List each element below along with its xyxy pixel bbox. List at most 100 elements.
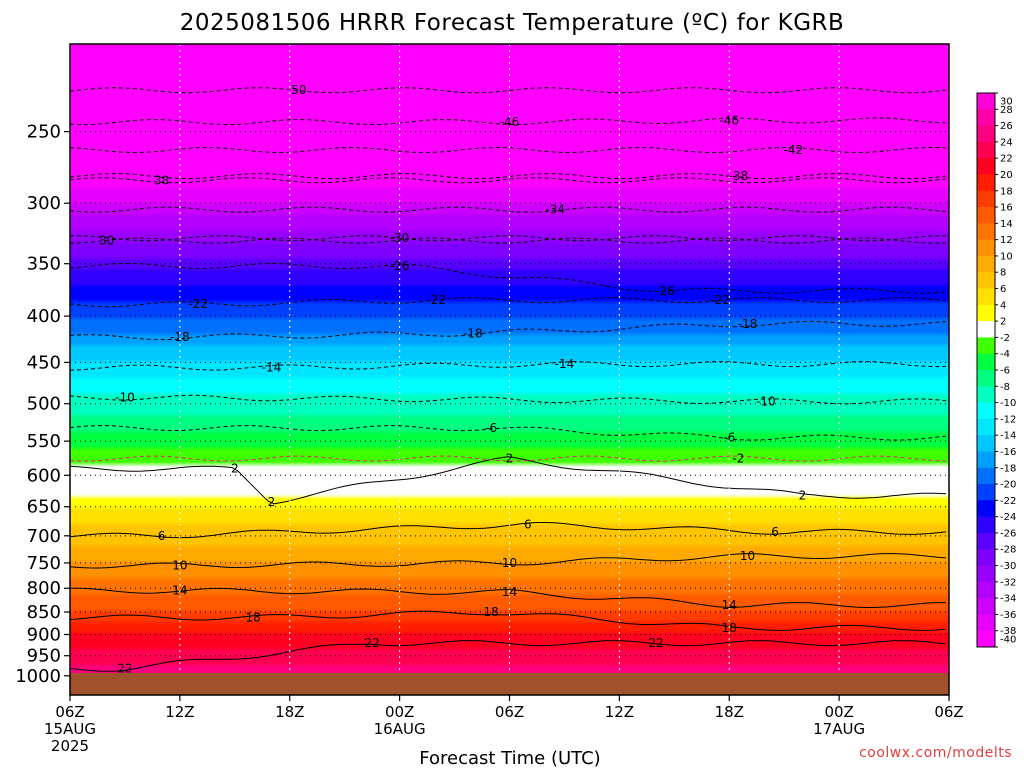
colorbar-swatch	[977, 321, 995, 338]
colorbar-swatch	[977, 158, 995, 175]
contour-line	[70, 587, 946, 609]
contour-label: -34	[545, 203, 565, 217]
contour-label: -46	[500, 115, 520, 129]
contour-label: -22	[426, 293, 446, 307]
colorbar-label: -2	[1000, 333, 1010, 344]
y-tick-label: 950	[27, 646, 61, 667]
colorbar-swatch	[977, 370, 995, 387]
contour-label: -18	[170, 330, 190, 344]
x-tick-date: 15AUG	[44, 720, 96, 738]
colorbar-swatch	[977, 581, 995, 599]
colorbar-label: -16	[1000, 447, 1016, 458]
x-axis-title: Forecast Time (UTC)	[419, 748, 600, 768]
y-tick-label: 1000	[15, 666, 61, 687]
y-tick-label: 600	[27, 465, 61, 486]
contour-label: -26	[655, 284, 675, 298]
colorbar-swatch	[977, 435, 995, 452]
credit-text[interactable]: coolwx.com/modelts	[859, 745, 1012, 761]
colorbar-label: 10	[1000, 251, 1013, 262]
x-tick-label: 18Z	[275, 703, 304, 721]
contour-label: 22	[365, 636, 380, 650]
colorbar-swatch	[977, 223, 995, 240]
colorbar-swatch	[977, 418, 995, 436]
y-tick-label: 900	[27, 624, 61, 645]
colorbar-swatch	[977, 93, 995, 110]
colorbar-label: 22	[1000, 154, 1013, 165]
contour-label: 18	[245, 611, 260, 625]
contour-label: 2	[268, 495, 276, 509]
colorbar-swatch	[977, 288, 995, 306]
colorbar-label: 20	[1000, 170, 1013, 181]
contour-label: 10	[740, 549, 755, 563]
colorbar-label: -26	[1000, 528, 1016, 539]
x-tick-label: 06Z	[934, 703, 963, 721]
contour-label: -10	[756, 394, 776, 408]
y-tick-label: 700	[27, 526, 61, 547]
contour-label: 14	[172, 584, 187, 598]
colorbar-label: 24	[1000, 137, 1013, 148]
x-tick-label: 06Z	[495, 703, 524, 721]
colorbar-swatch	[977, 532, 995, 550]
contour-line	[70, 610, 947, 631]
colorbar-swatch	[977, 516, 995, 534]
colorbar-swatch	[977, 207, 995, 224]
colorbar-label: 14	[1000, 219, 1013, 230]
colorbar-label: -6	[1000, 366, 1010, 377]
colorbar-swatch	[977, 565, 995, 583]
ground-surface	[70, 673, 949, 695]
colorbar-swatch	[977, 337, 995, 355]
contour-label: -14	[555, 357, 575, 371]
colorbar-swatch	[977, 484, 995, 501]
contour-label: -22	[188, 297, 208, 311]
colorbar-swatch	[977, 402, 995, 420]
y-tick-label: 300	[27, 193, 61, 214]
contour-label: 14	[722, 598, 737, 612]
contour-label: 6	[158, 529, 166, 543]
colorbar-swatch	[977, 614, 995, 632]
x-tick-label: 12Z	[605, 703, 634, 721]
colorbar-swatch	[977, 500, 995, 517]
contour-label: 2	[506, 452, 514, 466]
colorbar-label: 28	[1000, 105, 1013, 116]
contour-label: -6	[485, 421, 497, 435]
colorbar-swatch	[977, 125, 995, 143]
colorbar-label: 12	[1000, 235, 1013, 246]
colorbar-swatch	[977, 272, 995, 289]
contour-line	[70, 553, 947, 569]
y-tick-label: 550	[27, 431, 61, 452]
colorbar-swatch	[977, 467, 995, 485]
colorbar-label: -40	[1000, 634, 1016, 645]
contour-label: 18	[484, 605, 499, 619]
contour-label: 2	[231, 462, 239, 476]
contour-label: -30	[390, 231, 410, 245]
x-tick-year: 2025	[51, 737, 89, 755]
contour-label: 2	[799, 489, 807, 503]
colorbar-swatch	[977, 255, 995, 273]
colorbar-label: -24	[1000, 512, 1016, 523]
colorbar-swatch	[977, 451, 995, 469]
colorbar-swatch	[977, 386, 995, 403]
contour-label: -18	[463, 326, 483, 340]
colorbar-label: -20	[1000, 480, 1016, 491]
contour-label: -18	[738, 317, 758, 331]
contour-label: 30	[99, 234, 114, 248]
colorbar-swatch	[977, 239, 995, 257]
colorbar-label: 18	[1000, 186, 1013, 197]
y-tick-label: 750	[27, 553, 61, 574]
colorbar-label: 26	[1000, 121, 1013, 132]
colorbar-label: 2	[1000, 317, 1006, 328]
contour-line	[70, 640, 947, 672]
colorbar-label: -36	[1000, 610, 1016, 621]
x-tick-label: 12Z	[165, 703, 194, 721]
colorbar-label: -18	[1000, 463, 1016, 474]
contour-label: -14	[262, 361, 282, 375]
contour-label: -26	[390, 259, 410, 273]
contour-label: 22	[117, 662, 132, 676]
y-tick-label: 500	[27, 394, 61, 415]
contour-label: -2	[732, 452, 744, 466]
contour-label: 50	[291, 83, 306, 97]
colorbar-swatch	[977, 141, 995, 159]
contour-label: -6	[723, 431, 735, 445]
